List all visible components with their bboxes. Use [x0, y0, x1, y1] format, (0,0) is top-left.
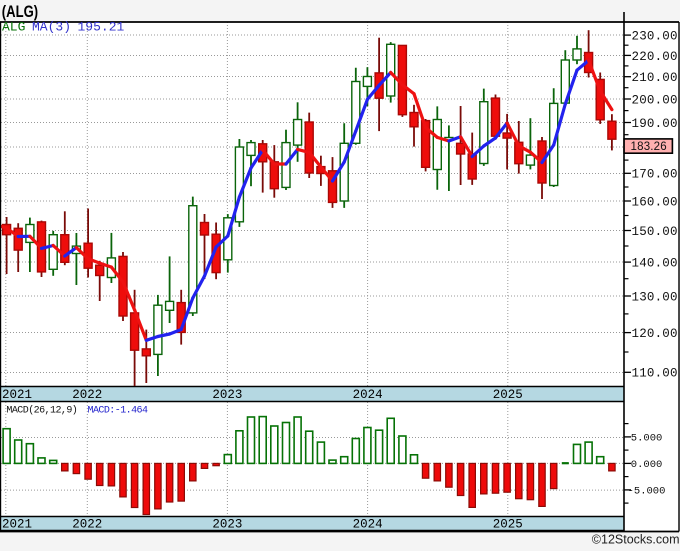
- svg-text:220.00: 220.00: [632, 50, 678, 64]
- svg-text:150.00: 150.00: [632, 225, 678, 239]
- svg-text:130.00: 130.00: [632, 290, 678, 304]
- svg-text:2025: 2025: [493, 518, 523, 532]
- svg-text:2021: 2021: [2, 388, 32, 402]
- svg-text:120.00: 120.00: [632, 327, 678, 341]
- svg-text:2022: 2022: [72, 518, 102, 532]
- svg-text:2022: 2022: [72, 388, 102, 402]
- svg-text:183.26: 183.26: [631, 141, 667, 153]
- svg-text:2023: 2023: [212, 518, 242, 532]
- svg-text:(ALG): (ALG): [2, 3, 38, 21]
- svg-text:2023: 2023: [212, 388, 242, 402]
- svg-text:110.00: 110.00: [632, 367, 678, 381]
- svg-text:ALG: ALG: [2, 19, 25, 34]
- svg-text:MACD(26,12,9): MACD(26,12,9): [6, 405, 77, 417]
- svg-text:2025: 2025: [493, 388, 523, 402]
- svg-text:200.00: 200.00: [632, 93, 678, 107]
- svg-text:2024: 2024: [353, 388, 383, 402]
- svg-text:5.000: 5.000: [631, 433, 663, 445]
- svg-text:0.000: 0.000: [631, 459, 663, 471]
- svg-text:195.21: 195.21: [78, 19, 125, 34]
- svg-text:2024: 2024: [353, 518, 383, 532]
- svg-text:-5.000: -5.000: [628, 486, 666, 498]
- svg-text:210.00: 210.00: [632, 71, 678, 85]
- svg-text:160.00: 160.00: [632, 195, 678, 209]
- svg-text:140.00: 140.00: [632, 257, 678, 271]
- svg-text:2021: 2021: [2, 518, 32, 532]
- svg-text:©12Stocks.com: ©12Stocks.com: [592, 533, 680, 547]
- svg-text:230.00: 230.00: [632, 30, 678, 44]
- svg-text:MA(3): MA(3): [32, 19, 71, 34]
- svg-text:MACD:-1.464: MACD:-1.464: [88, 406, 149, 417]
- svg-text:170.00: 170.00: [632, 168, 678, 182]
- svg-text:190.00: 190.00: [632, 117, 678, 131]
